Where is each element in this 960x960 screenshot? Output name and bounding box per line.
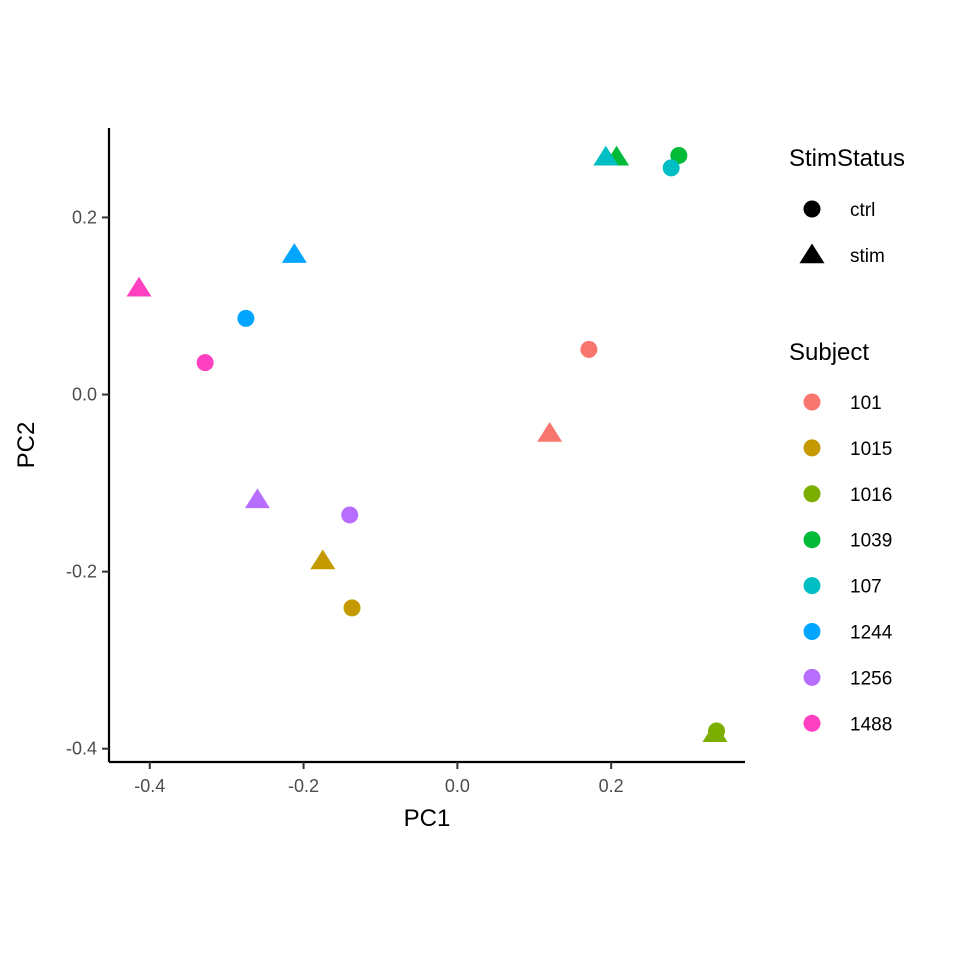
data-point-1488-stim bbox=[126, 276, 152, 297]
legend-label-subject-1256: 1256 bbox=[850, 668, 892, 689]
legend-key-subject-1256 bbox=[803, 668, 821, 686]
data-point-1016-stim bbox=[702, 722, 728, 742]
legend-label-subject-1016: 1016 bbox=[850, 485, 892, 506]
legend-label-subject-1039: 1039 bbox=[850, 531, 892, 552]
y-tick-label: 0.2 bbox=[72, 207, 97, 227]
y-axis-title: PC2 bbox=[13, 422, 40, 469]
legend-key-ctrl bbox=[803, 200, 821, 218]
legend-key-stim bbox=[799, 243, 825, 264]
plot-points bbox=[126, 145, 728, 742]
data-point-1015-stim bbox=[310, 549, 336, 570]
legend-label-subject-101: 101 bbox=[850, 393, 882, 414]
legend-key-subject-101 bbox=[803, 393, 821, 411]
legend-label-subject-1488: 1488 bbox=[850, 714, 892, 735]
legend-label-ctrl: ctrl bbox=[850, 200, 875, 221]
x-tick-label: -0.2 bbox=[288, 776, 319, 796]
color-legend-title: Subject bbox=[789, 339, 869, 366]
legend-key-subject-1039 bbox=[803, 531, 821, 549]
axes: -0.4 -0.2 0.0 0.2 -0.4 -0.2 0.0 0.2 PC1 PC2 bbox=[13, 128, 745, 832]
data-point-1244-ctrl bbox=[237, 309, 255, 327]
data-point-107-ctrl bbox=[662, 159, 680, 177]
data-point-101-ctrl bbox=[580, 340, 598, 358]
data-point-1488-ctrl bbox=[196, 354, 214, 372]
shape-legend-entries: ctrl stim bbox=[799, 200, 885, 267]
data-point-101-stim bbox=[537, 421, 563, 442]
legend-label-subject-1244: 1244 bbox=[850, 623, 893, 644]
y-tick-label: -0.2 bbox=[66, 562, 97, 582]
legend-key-subject-1015 bbox=[803, 439, 821, 457]
color-legend-entries: 101 1015 1016 1039 107 1244 1256 1488 bbox=[803, 393, 893, 735]
y-tick-label: -0.4 bbox=[66, 739, 97, 759]
x-ticks: -0.4 -0.2 0.0 0.2 bbox=[134, 762, 624, 796]
x-tick-label: 0.2 bbox=[599, 776, 624, 796]
data-point-107-stim bbox=[593, 145, 619, 166]
data-point-1039-ctrl bbox=[670, 146, 688, 164]
y-ticks: -0.4 -0.2 0.0 0.2 bbox=[66, 207, 109, 759]
y-tick-label: 0.0 bbox=[72, 385, 97, 405]
shape-legend-title: StimStatus bbox=[789, 145, 905, 172]
legend-label-subject-1015: 1015 bbox=[850, 439, 892, 460]
x-axis-title: PC1 bbox=[404, 805, 451, 832]
data-point-1256-ctrl bbox=[341, 506, 359, 524]
legend-label-subject-107: 107 bbox=[850, 577, 882, 598]
data-point-1015-ctrl bbox=[343, 599, 361, 617]
data-point-1244-stim bbox=[281, 243, 307, 263]
legend-key-subject-1244 bbox=[803, 623, 821, 640]
data-point-1256-stim bbox=[244, 488, 270, 509]
x-tick-label: 0.0 bbox=[445, 776, 470, 796]
legend-label-stim: stim bbox=[850, 246, 885, 267]
legend-key-subject-107 bbox=[803, 577, 821, 595]
legend-key-subject-1488 bbox=[803, 714, 821, 732]
x-tick-label: -0.4 bbox=[134, 776, 165, 796]
legend-key-subject-1016 bbox=[803, 485, 821, 503]
